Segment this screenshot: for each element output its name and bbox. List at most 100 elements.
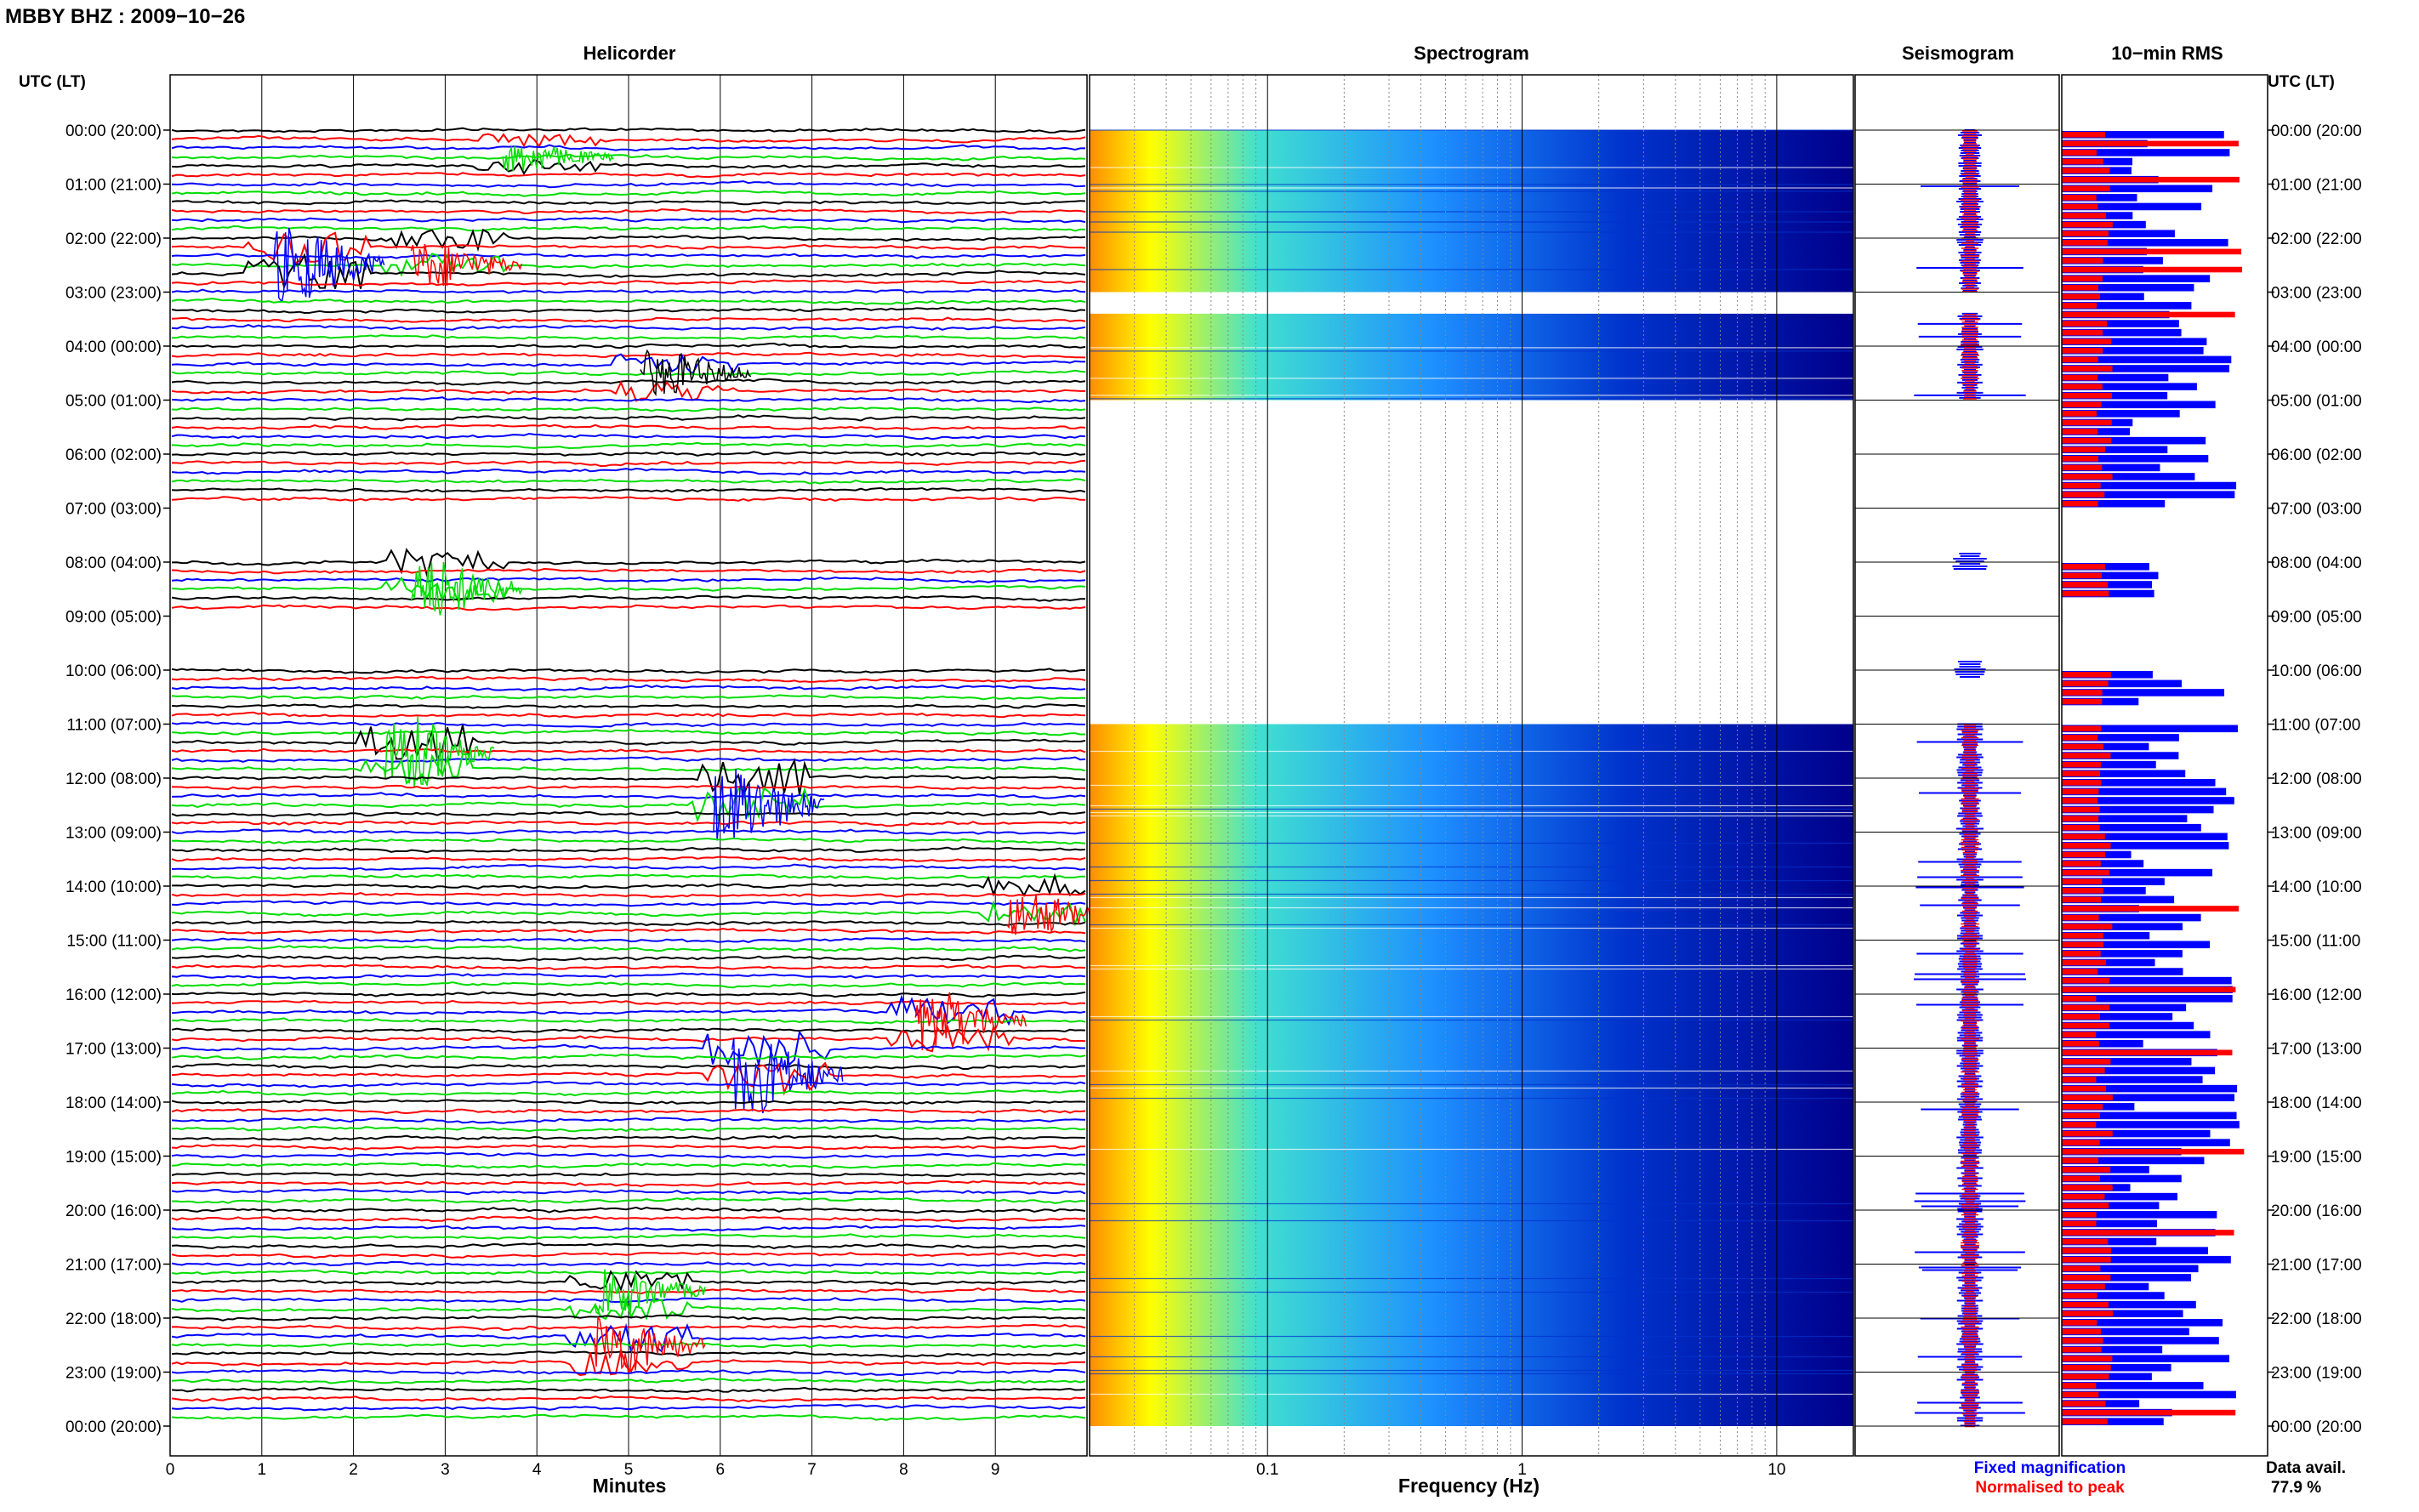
hour-label-left: 15:00 (11:00): [66, 933, 162, 951]
rms-panel: [2061, 74, 2268, 1457]
helicorder-trace: [171, 753, 1086, 787]
helicorder-event: [272, 227, 385, 303]
helicorder-event: [410, 243, 523, 287]
rms-bar-fixed: [2062, 383, 2197, 390]
rms-bar-fixed: [2062, 239, 2228, 247]
helicorder-trace: [171, 1151, 1086, 1159]
helicorder-trace: [171, 891, 1086, 898]
helicorder-trace: [171, 787, 1086, 823]
helicorder-trace: [171, 604, 1086, 611]
helicorder-trace: [171, 900, 1086, 927]
rms-bar-normalised: [2062, 1085, 2107, 1092]
rms-bar-fixed: [2062, 1337, 2219, 1344]
helicorder-trace: [171, 820, 1086, 827]
rms-bar-normalised: [2062, 1167, 2111, 1173]
rms-bar-normalised: [2062, 896, 2102, 903]
rms-bar-fixed: [2062, 149, 2230, 156]
rms-bar-normalised: [2062, 221, 2113, 228]
helicorder-trace: [171, 199, 1086, 206]
rms-bar-normalised: [2062, 932, 2103, 939]
rms-bar-normalised: [2062, 1140, 2100, 1145]
rms-bar-normalised: [2062, 843, 2111, 849]
helicorder-trace: [171, 1314, 1086, 1322]
hour-label-left: 12:00 (08:00): [65, 770, 162, 788]
rms-bar-normalised: [2062, 464, 2103, 471]
rms-bar-normalised: [2062, 1265, 2101, 1272]
hour-label-right: 15:00 (11:00: [2271, 933, 2360, 951]
helicorder-trace: [171, 306, 1086, 315]
rms-bar-fixed: [2062, 1129, 2211, 1138]
helicorder-trace: [171, 945, 1086, 952]
rms-bar-normalised: [2062, 140, 2239, 147]
rms-bar-normalised: [2062, 590, 2109, 597]
rms-bar-fixed: [2062, 1039, 2143, 1048]
rms-bar-normalised: [2062, 1248, 2112, 1253]
hour-label-right: 09:00 (05:00: [2271, 609, 2362, 627]
rms-bar-normalised: [2062, 1338, 2103, 1344]
rms-bar-normalised: [2062, 492, 2105, 497]
rms-bar-normalised: [2062, 753, 2111, 759]
helicorder-xlabel: Minutes: [593, 1475, 667, 1497]
helicorder-trace: [171, 1054, 1086, 1060]
rms-bar-fixed: [2062, 958, 2155, 967]
hour-label-right: 05:00 (01:00: [2271, 393, 2362, 411]
helicorder-tick-label: 1: [258, 1461, 267, 1479]
rms-bar-fixed: [2062, 1310, 2183, 1317]
helicorder-trace: [171, 972, 1086, 981]
helicorder-trace: [171, 1269, 1086, 1276]
rms-bar-normalised: [2062, 1320, 2097, 1326]
helicorder-trace: [171, 1322, 1086, 1355]
rms-bar-fixed: [2062, 1111, 2237, 1120]
data-avail-label: Data avail.: [2266, 1459, 2346, 1477]
helicorder-trace: [171, 478, 1086, 485]
helicorder-trace: [171, 342, 1086, 350]
helicorder-trace: [171, 1403, 1086, 1412]
helicorder-tick-label: 6: [716, 1461, 726, 1479]
helicorder-event: [914, 992, 1027, 1050]
rms-bar-fixed: [2062, 779, 2216, 787]
rms-bar-fixed: [2062, 1031, 2211, 1038]
rms-bar-fixed: [2062, 185, 2213, 193]
rms-bar-fixed: [2062, 1076, 2203, 1083]
rms-bar-fixed: [2062, 1237, 2157, 1246]
rms-bar-normalised: [2062, 1220, 2097, 1227]
rms-bar-fixed: [2062, 1418, 2164, 1425]
helicorder-trace: [171, 1171, 1086, 1178]
helicorder-trace: [171, 1063, 1086, 1070]
hour-label-left: 01:00 (21:00): [65, 177, 162, 195]
rms-bar-fixed: [2062, 257, 2163, 264]
rms-bar-fixed: [2062, 1327, 2189, 1336]
rms-bar-fixed: [2062, 194, 2137, 202]
rms-bar-normalised: [2062, 284, 2098, 291]
rms-bar-normalised: [2062, 366, 2113, 372]
hour-label-left: 23:00 (19:00): [65, 1365, 162, 1383]
rms-bar-fixed: [2062, 365, 2230, 372]
hour-label-left: 02:00 (22:00): [65, 230, 162, 248]
helicorder-trace: [171, 459, 1086, 468]
hour-label-left: 06:00 (02:00): [65, 446, 162, 464]
helicorder-event: [594, 1316, 706, 1374]
helicorder-trace: [171, 594, 1086, 602]
rms-bar-normalised: [2062, 374, 2098, 381]
helicorder-title: Helicorder: [583, 43, 676, 64]
helicorder-trace: [171, 353, 1086, 376]
rms-bar-normalised: [2062, 1104, 2103, 1110]
rms-bar-fixed: [2062, 1121, 2240, 1128]
rms-bar-fixed: [2062, 1021, 2194, 1030]
rms-bar-normalised: [2062, 338, 2112, 344]
helicorder-trace: [171, 981, 1086, 989]
rms-bar-normalised: [2062, 1004, 2110, 1011]
helicorder-trace: [171, 855, 1086, 862]
rms-bar-fixed: [2062, 563, 2149, 571]
helicorder-frame: [169, 74, 1088, 1457]
rms-bar-fixed: [2062, 1390, 2236, 1399]
spectrogram-tick-label: 10: [1767, 1461, 1785, 1479]
rms-bar-normalised: [2062, 564, 2105, 570]
rms-bar-normalised: [2062, 474, 2113, 480]
spectrogram-tick-label: 0.1: [1256, 1461, 1278, 1479]
rms-bar-fixed: [2062, 787, 2227, 796]
rms-bar-fixed: [2062, 463, 2160, 472]
rms-bar-fixed: [2062, 1139, 2230, 1146]
rms-bar-normalised: [2062, 924, 2113, 929]
helicorder-tick-label: 7: [807, 1461, 817, 1479]
